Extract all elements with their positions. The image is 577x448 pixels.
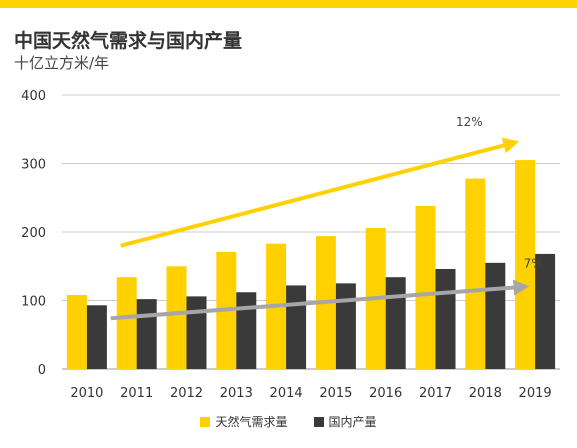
top-accent-bar (0, 0, 577, 8)
bar-production (485, 262, 506, 369)
bar-production (286, 285, 307, 369)
bar-demand (166, 266, 187, 369)
bar-production (186, 296, 207, 369)
annotation-production-growth: 7% (524, 257, 543, 271)
x-tick-label: 2010 (70, 386, 103, 401)
x-tick-label: 2018 (469, 386, 502, 401)
legend-item-demand: 天然气需求量 (200, 413, 288, 430)
x-tick-label: 2011 (120, 386, 153, 401)
bar-production (136, 299, 157, 369)
legend-item-production: 国内产量 (313, 413, 377, 430)
legend-swatch-production (313, 416, 324, 427)
bar-production (335, 283, 356, 369)
x-tick-label: 2015 (319, 386, 352, 401)
legend: 天然气需求量 国内产量 (0, 413, 577, 430)
x-tick-label: 2013 (220, 386, 253, 401)
bar-production (236, 292, 257, 369)
x-tick-label: 2016 (369, 386, 402, 401)
chart-title: 中国天然气需求与国内产量 (14, 30, 243, 52)
y-tick-label: 100 (21, 295, 46, 310)
bar-demand (116, 277, 137, 369)
x-tick-label: 2019 (519, 386, 552, 401)
bar-demand (66, 295, 87, 369)
annotation-demand-growth: 12% (456, 115, 483, 129)
y-tick-label: 400 (21, 89, 46, 104)
bar-production (535, 253, 556, 369)
y-tick-label: 300 (21, 158, 46, 173)
trend-arrow-demand (120, 137, 520, 248)
legend-label-demand: 天然气需求量 (215, 415, 288, 429)
bar-demand (415, 205, 436, 369)
legend-label-production: 国内产量 (328, 415, 377, 429)
trend-arrow-production (110, 279, 530, 321)
y-tick-label: 200 (21, 226, 46, 241)
bar-demand (465, 178, 486, 369)
bar-production (435, 268, 456, 369)
bar-demand (515, 160, 536, 369)
legend-swatch-demand (200, 416, 211, 427)
x-tick-label: 2012 (170, 386, 203, 401)
x-tick-label: 2014 (270, 386, 303, 401)
bar-production (86, 305, 107, 369)
x-tick-label: 2017 (419, 386, 452, 401)
bar-production (385, 277, 406, 369)
y-tick-label: 0 (38, 363, 46, 378)
chart-unit: 十亿立方米/年 (14, 54, 110, 72)
